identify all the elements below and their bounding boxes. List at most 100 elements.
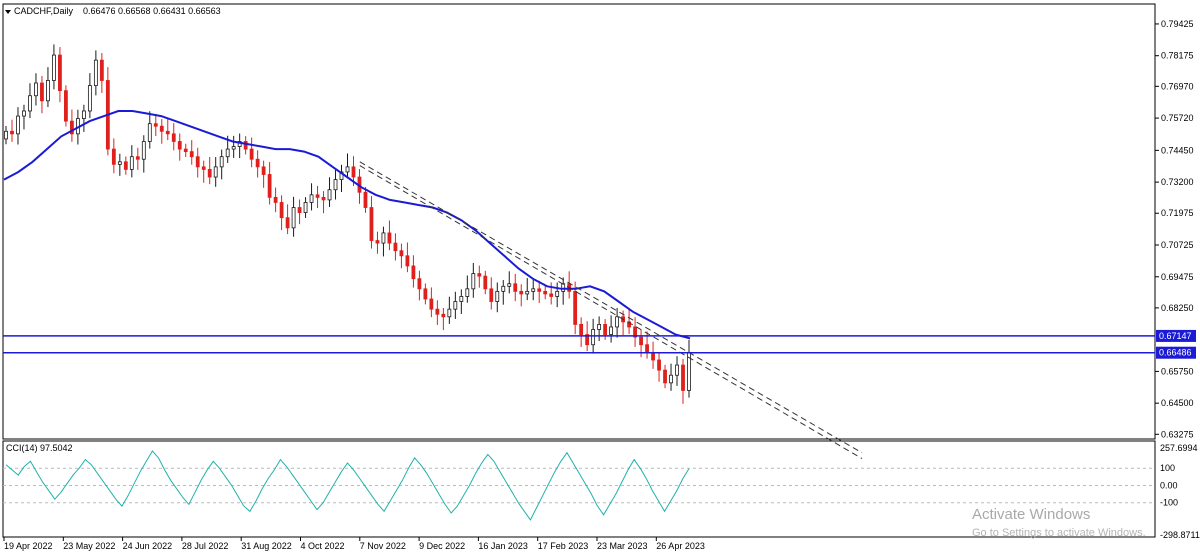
- cci-line: [5, 450, 690, 521]
- price-tick-label: 0.75720: [1161, 113, 1194, 123]
- candle: [99, 53, 104, 93]
- cci-axis: 257.6994 100 0.00 -100 -298.8711: [1160, 443, 1200, 540]
- candle: [219, 149, 224, 180]
- level-price-label: 0.67147: [1159, 331, 1192, 341]
- candle: [429, 287, 434, 318]
- level-price-label: 0.66486: [1159, 348, 1192, 358]
- price-tick-label: 0.69475: [1161, 272, 1194, 282]
- candle: [417, 270, 422, 301]
- candle: [231, 135, 236, 158]
- price-axis: 0.79425 0.78175 0.76970 0.75720 0.74450 0.732…: [1155, 19, 1194, 439]
- candles: [4, 44, 691, 404]
- candle: [495, 282, 500, 313]
- candle: [273, 187, 278, 213]
- time-tick-label: 26 Apr 2023: [656, 541, 705, 551]
- candle: [375, 231, 380, 254]
- candle: [519, 284, 524, 307]
- cci-tick-label: 100: [1160, 463, 1175, 473]
- candle: [423, 283, 428, 305]
- candle: [531, 278, 536, 301]
- price-tick-label: 0.73200: [1161, 177, 1194, 187]
- candle: [165, 117, 170, 141]
- candle: [459, 289, 464, 314]
- time-tick-label: 24 Jun 2022: [123, 541, 173, 551]
- cci-label: CCI(14) 97.5042: [6, 443, 73, 453]
- candle: [255, 150, 260, 178]
- candle: [111, 138, 116, 174]
- dropdown-triangle-icon[interactable]: [5, 10, 11, 14]
- trend-line[interactable]: [359, 165, 863, 459]
- horizontal-levels[interactable]: 0.67147 0.66486: [3, 329, 1196, 359]
- candle: [597, 316, 602, 342]
- candle: [267, 162, 272, 205]
- candle: [52, 44, 56, 90]
- time-tick-label: 17 Feb 2023: [538, 541, 589, 551]
- candle: [483, 270, 488, 295]
- candle: [70, 109, 74, 142]
- candle: [507, 271, 512, 294]
- level-price-tag: [1156, 346, 1196, 359]
- candle: [58, 47, 62, 103]
- candle: [243, 136, 248, 155]
- price-pane[interactable]: [2, 3, 1156, 440]
- time-tick-label: 7 Nov 2022: [360, 541, 406, 551]
- candle: [369, 195, 374, 249]
- candle: [405, 242, 410, 273]
- trend-channel[interactable]: [359, 161, 863, 459]
- candle: [315, 185, 320, 209]
- candle: [189, 140, 194, 165]
- candle: [471, 262, 476, 298]
- cci-reference-lines: [3, 467, 1155, 504]
- candle: [279, 195, 284, 231]
- candle: [543, 286, 548, 300]
- candle: [663, 364, 667, 389]
- candle: [573, 281, 578, 335]
- trend-line[interactable]: [359, 161, 863, 454]
- candle: [261, 160, 266, 188]
- cci-tick-label: -100: [1160, 498, 1178, 508]
- candle: [675, 356, 679, 386]
- candle: [129, 145, 134, 178]
- candle: [123, 156, 128, 175]
- candle: [207, 156, 212, 185]
- candle: [117, 153, 122, 176]
- candle: [321, 191, 326, 214]
- candle: [555, 282, 560, 308]
- time-tick-label: 9 Dec 2022: [419, 541, 465, 551]
- cci-tick-label: 257.6994: [1160, 443, 1198, 453]
- symbol-label: CADCHF,Daily: [14, 6, 74, 16]
- candle: [669, 363, 673, 391]
- candle: [64, 85, 68, 127]
- candle: [441, 308, 446, 331]
- candle: [195, 147, 200, 178]
- candle: [579, 317, 584, 348]
- price-tick-label: 0.78175: [1161, 51, 1194, 61]
- candle: [46, 67, 50, 108]
- candle: [297, 199, 302, 225]
- candle: [453, 291, 458, 319]
- candle: [615, 307, 620, 338]
- candle: [34, 73, 38, 106]
- time-tick-label: 31 Aug 2022: [241, 541, 292, 551]
- price-tick-label: 0.76970: [1161, 81, 1194, 91]
- candle: [345, 153, 350, 179]
- candle: [477, 265, 482, 288]
- candle: [16, 107, 20, 145]
- candle: [513, 273, 518, 302]
- candle: [171, 123, 176, 151]
- candle: [87, 73, 92, 119]
- candle: [309, 183, 314, 211]
- candle: [489, 277, 494, 310]
- candle: [537, 280, 542, 303]
- candle: [141, 135, 146, 173]
- ohlc-readout: 0.66476 0.66568 0.66431 0.66563: [83, 6, 221, 16]
- candle: [291, 196, 296, 237]
- cci-tick-label: -298.8711: [1160, 530, 1200, 540]
- candle: [633, 317, 637, 347]
- candle: [159, 119, 164, 144]
- candle: [135, 147, 140, 170]
- level-price-tag: [1156, 329, 1196, 342]
- cci-pane[interactable]: [2, 440, 1156, 538]
- time-axis: 19 Apr 2022 23 May 2022 24 Jun 2022 28 Jul …: [3, 537, 705, 551]
